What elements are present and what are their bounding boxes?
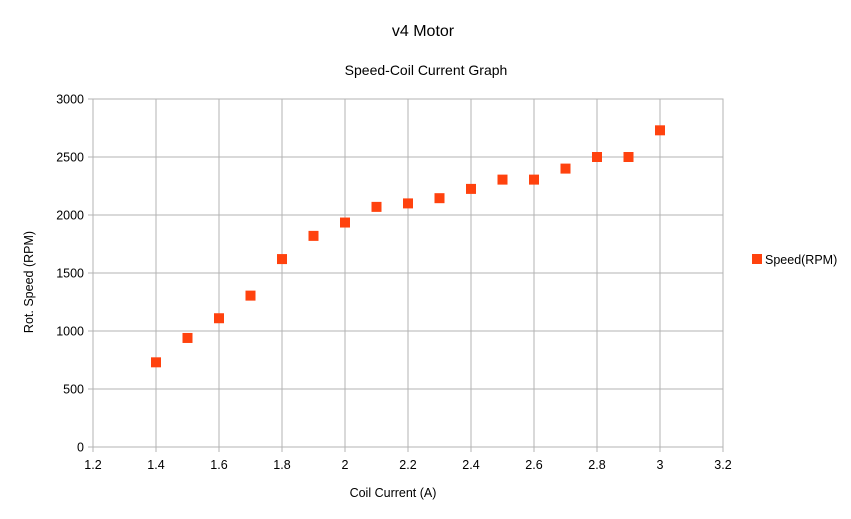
x-tick-label: 2: [342, 458, 349, 472]
data-point: [560, 163, 571, 174]
y-tick-label: 3000: [56, 93, 84, 107]
y-tick-label: 2500: [56, 151, 84, 165]
data-point: [277, 254, 287, 265]
legend: Speed(RPM): [752, 253, 837, 267]
x-tick-label: 1.6: [210, 458, 227, 472]
data-point: [497, 174, 508, 185]
data-point: [151, 357, 161, 368]
data-point: [434, 193, 445, 204]
legend-marker: [752, 254, 762, 264]
gridlines: [88, 98, 724, 452]
y-axis-label: Rot. Speed (RPM): [22, 231, 36, 333]
y-tick-label: 0: [77, 441, 84, 455]
series-speed-rpm: [151, 125, 665, 368]
plot-area: [92, 98, 724, 448]
data-point: [466, 183, 476, 194]
x-tick-label: 1.2: [84, 458, 101, 472]
y-tick-label: 500: [63, 383, 84, 397]
x-tick-label: 1.4: [147, 458, 164, 472]
data-point: [182, 332, 193, 343]
y-tick-label: 1500: [56, 267, 84, 281]
x-tick-label: 2.4: [462, 458, 479, 472]
data-point: [655, 125, 665, 136]
legend-label: Speed(RPM): [765, 253, 837, 267]
data-point: [340, 217, 350, 228]
chart-title: v4 Motor: [392, 23, 455, 40]
data-point: [403, 198, 413, 209]
data-point: [214, 313, 224, 324]
x-axis-ticks: 1.2 1.4 1.6 1.8 2 2.2 2.4 2.6 2.8 3 3.2: [84, 458, 731, 472]
x-axis-label: Coil Current (A): [350, 486, 437, 500]
x-tick-label: 1.8: [273, 458, 290, 472]
y-tick-label: 2000: [56, 209, 84, 223]
data-point: [371, 201, 382, 212]
x-tick-label: 3.2: [714, 458, 731, 472]
chart-subtitle: Speed-Coil Current Graph: [345, 62, 508, 78]
data-point: [623, 152, 634, 162]
data-point: [592, 152, 602, 162]
y-axis-ticks: 0 500 1000 1500 2000 2500 3000: [56, 93, 84, 455]
x-tick-label: 2.2: [399, 458, 416, 472]
y-tick-label: 1000: [56, 325, 84, 339]
x-tick-label: 2.6: [525, 458, 542, 472]
data-point: [245, 290, 256, 301]
x-tick-label: 2.8: [588, 458, 605, 472]
data-point: [308, 230, 319, 241]
x-tick-label: 3: [657, 458, 664, 472]
data-point: [529, 174, 539, 185]
